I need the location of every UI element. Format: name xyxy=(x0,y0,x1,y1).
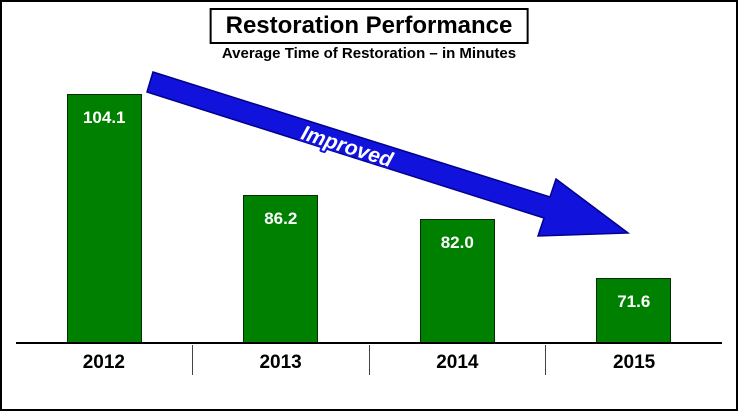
x-axis-labels: 2012 2013 2014 2015 xyxy=(16,345,722,375)
x-axis-line xyxy=(16,342,722,344)
bar-2015: 71.6 xyxy=(596,278,672,343)
x-axis-label-2012: 2012 xyxy=(82,352,126,373)
bar-column: 86.2 xyxy=(193,61,370,343)
chart-title: Restoration Performance xyxy=(225,12,513,39)
bar-2012: 104.1 xyxy=(66,94,142,343)
bar-column: 71.6 xyxy=(546,61,723,343)
x-axis-label-2013: 2013 xyxy=(191,345,369,375)
bar-value-label: 104.1 xyxy=(82,108,126,127)
bar-2013: 86.2 xyxy=(243,195,319,343)
bar-value-label: 86.2 xyxy=(264,209,298,228)
bars-container: 104.1 86.2 82.0 71.6 xyxy=(16,61,722,343)
chart-title-box: Restoration Performance xyxy=(209,8,529,44)
bar-value-label: 71.6 xyxy=(617,292,651,311)
x-axis-label-2014: 2014 xyxy=(368,345,546,375)
chart-subtitle: Average Time of Restoration – in Minutes xyxy=(221,45,517,62)
x-axis-label-2015: 2015 xyxy=(545,345,722,375)
bar-value-label: 82.0 xyxy=(440,233,474,252)
bar-column: 82.0 xyxy=(369,61,546,343)
bar-column: 104.1 xyxy=(16,61,193,343)
bar-2014: 82.0 xyxy=(419,219,495,343)
